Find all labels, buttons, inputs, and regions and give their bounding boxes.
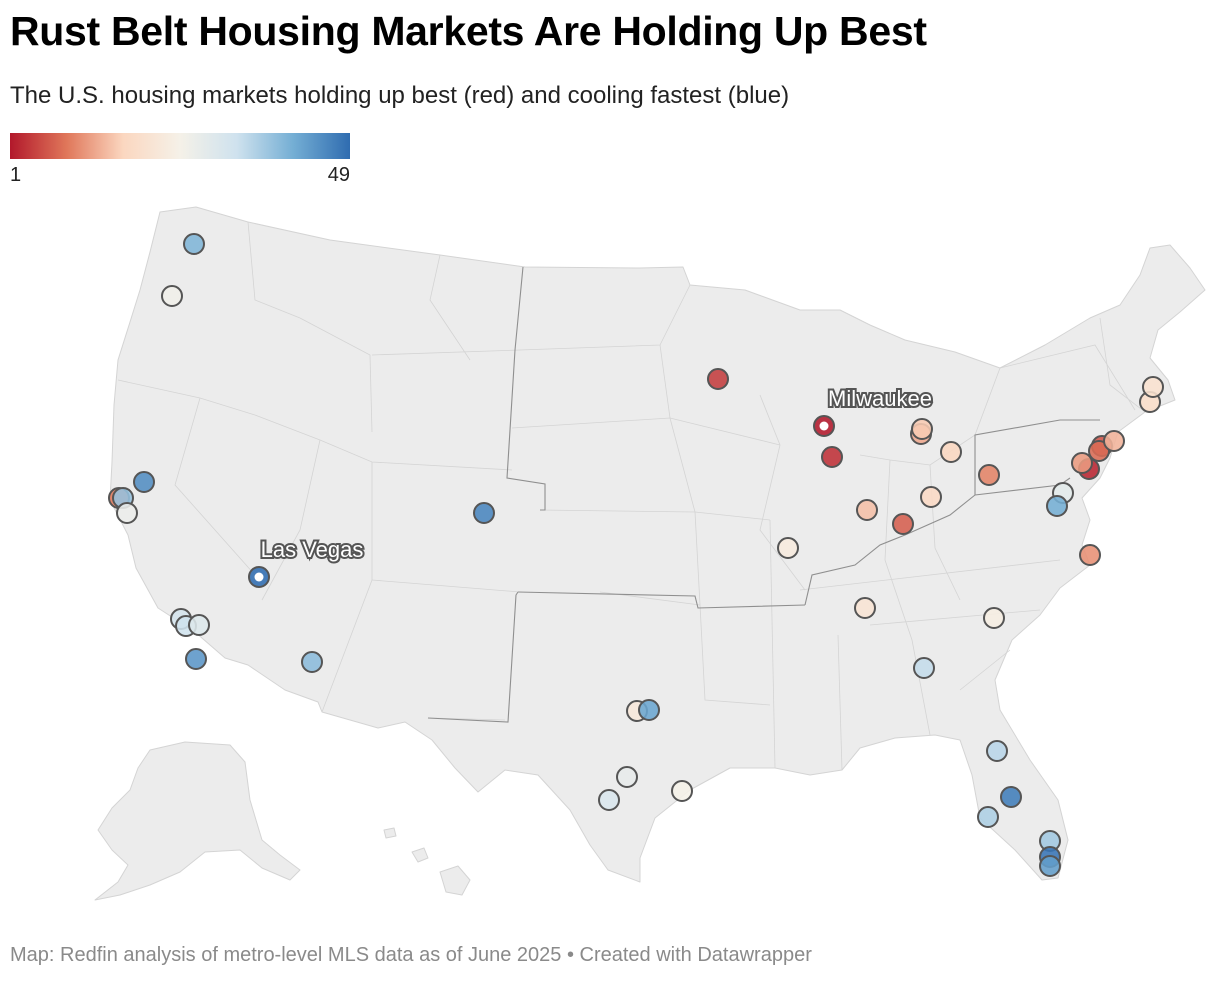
las-vegas-label: Las Vegas — [261, 537, 364, 562]
contiguous-us-shape — [109, 206, 1206, 883]
chart-title: Rust Belt Housing Markets Are Holding Up… — [10, 8, 927, 54]
hawaii-island — [439, 865, 471, 896]
state-border — [247, 221, 301, 319]
marker-chicago[interactable]: Chicago — [821, 446, 843, 468]
state-border — [1099, 317, 1146, 413]
marker-nashville[interactable]: Nashville — [854, 597, 876, 619]
source-note: Map: Redfin analysis of metro-level MLS … — [10, 944, 812, 966]
marker-houston[interactable]: Houston — [671, 780, 693, 802]
highlight-dot — [254, 572, 264, 582]
state-border — [371, 349, 521, 356]
marker-san-diego[interactable]: San Diego — [185, 648, 207, 670]
region-border — [506, 266, 546, 511]
marker-san-antonio[interactable]: San Antonio — [598, 789, 620, 811]
label-layer: Milwaukee Las Vegas — [259, 384, 934, 564]
marker-cincinnati[interactable]: Cincinnati — [892, 513, 914, 535]
state-border — [659, 344, 701, 606]
state-border — [429, 254, 471, 361]
region-border — [804, 494, 976, 606]
marker-fort-worth[interactable]: Fort Worth — [638, 699, 660, 721]
state-border — [837, 634, 843, 771]
state-border — [699, 604, 771, 706]
state-border — [959, 649, 1011, 691]
color-legend: 1 49 — [10, 133, 350, 186]
state-border — [999, 344, 1136, 411]
hawaii-island — [383, 827, 397, 839]
marker-new-brunswick[interactable]: New Brunswick — [1071, 452, 1093, 474]
marker-miami[interactable]: Miami — [1039, 855, 1061, 877]
state-border — [759, 394, 806, 591]
region-border — [427, 591, 519, 723]
marker-san-jose[interactable]: San Jose — [116, 502, 138, 524]
marker-seattle[interactable]: Seattle — [183, 233, 205, 255]
marker-pittsburgh[interactable]: Pittsburgh — [978, 464, 1000, 486]
land-layer — [94, 206, 1206, 901]
marker-virginia-beach[interactable]: Virginia Beach — [1079, 544, 1101, 566]
legend-min-label: 1 — [10, 164, 22, 186]
state-border — [974, 367, 1001, 436]
marker-phoenix[interactable]: Phoenix — [301, 651, 323, 673]
marker-denver[interactable]: Denver — [473, 502, 495, 524]
state-border — [299, 317, 373, 433]
state-border — [174, 397, 256, 576]
region-borders — [427, 266, 1100, 723]
marker-st-louis[interactable]: St. Louis — [777, 537, 799, 559]
marker-indianapolis[interactable]: Indianapolis — [856, 499, 878, 521]
state-border — [254, 414, 321, 601]
marker-new-york[interactable]: New York — [1088, 440, 1110, 462]
marker-tampa[interactable]: Tampa — [977, 806, 999, 828]
marker-cleveland[interactable]: Cleveland — [940, 441, 962, 463]
marker-nassau-county[interactable]: Nassau County — [1103, 430, 1125, 452]
marker-boston[interactable]: Boston — [1142, 376, 1164, 398]
marker-jacksonville[interactable]: Jacksonville — [986, 740, 1008, 762]
region-border — [974, 419, 1100, 495]
marker-orlando[interactable]: Orlando — [1000, 786, 1022, 808]
marker-charlotte[interactable]: Charlotte — [983, 607, 1005, 629]
region-border — [517, 591, 806, 609]
marker-washington[interactable]: Washington — [1046, 495, 1068, 517]
marker-portland[interactable]: Portland — [161, 285, 183, 307]
marker-sacramento[interactable]: Sacramento — [133, 471, 155, 493]
chart-subtitle: The U.S. housing markets holding up best… — [10, 82, 790, 109]
state-border — [371, 579, 521, 593]
milwaukee-label: Milwaukee — [828, 386, 932, 411]
marker-minneapolis[interactable]: Minneapolis — [707, 368, 729, 390]
state-borders — [117, 221, 1146, 771]
marker-atlanta[interactable]: Atlanta — [913, 657, 935, 679]
marker-columbus[interactable]: Columbus — [920, 486, 942, 508]
marker-austin[interactable]: Austin — [616, 766, 638, 788]
hawaii-island — [411, 847, 429, 863]
state-border — [769, 519, 776, 769]
legend-max-label: 49 — [327, 164, 350, 186]
highlight-dot — [819, 421, 829, 431]
legend-gradient-bar — [10, 133, 350, 159]
state-border — [799, 559, 1061, 591]
us-map: SeattlePortlandSacramentoSan FranciscoOa… — [94, 206, 1206, 901]
marker-riverside[interactable]: Riverside — [188, 614, 210, 636]
state-border — [869, 609, 1041, 626]
marker-layer: SeattlePortlandSacramentoSan FranciscoOa… — [108, 233, 1164, 877]
state-border — [884, 459, 931, 736]
marker-warren[interactable]: Warren — [911, 418, 933, 440]
alaska-shape — [94, 741, 301, 901]
